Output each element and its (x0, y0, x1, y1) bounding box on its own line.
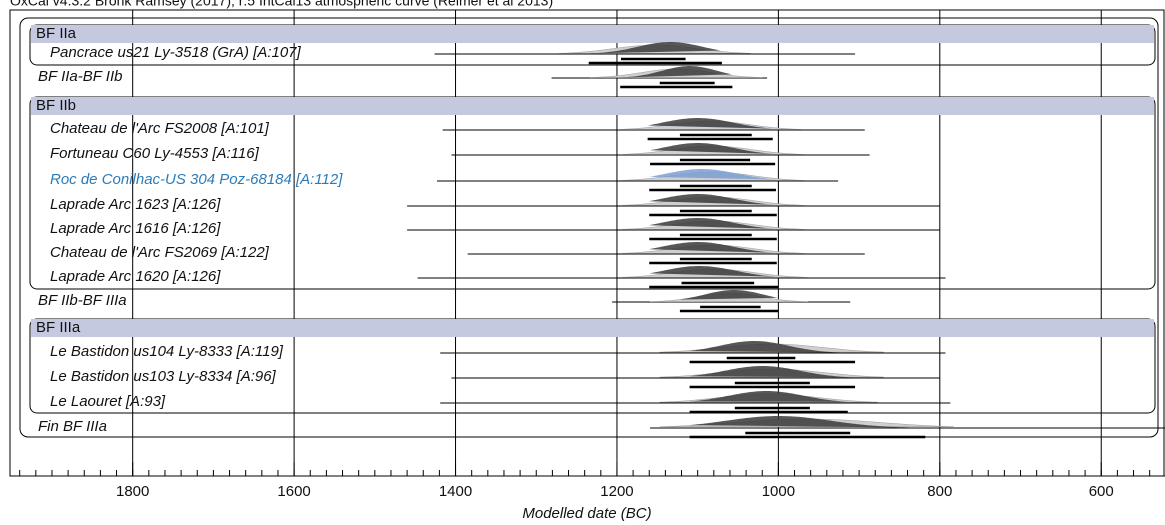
row-label: Le Bastidon us104 Ly-8333 [A:119] (50, 343, 284, 360)
outer-bracket (19, 17, 1159, 438)
x-axis-label: Modelled date (BC) (522, 505, 651, 522)
chart-title: OxCal v4.3.2 Bronk Ramsey (2017); r:5 In… (10, 0, 553, 9)
row-label: Le Bastidon us103 Ly-8334 [A:96] (50, 368, 277, 385)
row-label: Chateau de l'Arc FS2069 [A:122] (50, 244, 270, 261)
x-tick-label: 600 (1089, 483, 1114, 500)
row-label: Fortuneau C60 Ly-4553 [A:116] (50, 145, 260, 162)
group-header: BF IIIa (36, 319, 81, 336)
group-header: BF IIb (36, 97, 76, 114)
row-label: Laprade Arc 1616 [A:126] (50, 220, 221, 237)
posterior (620, 66, 733, 78)
x-tick-label: 800 (927, 483, 952, 500)
posterior (679, 290, 778, 300)
row-label: Laprade Arc 1620 [A:126] (50, 268, 221, 285)
group-header-bar (31, 25, 1154, 43)
group-header-bar (31, 319, 1154, 337)
group-header-bar (31, 97, 1154, 115)
posterior (689, 341, 854, 353)
row-label: BF IIa-BF IIb (38, 68, 122, 85)
posterior (588, 42, 721, 54)
posterior (649, 169, 776, 180)
row-label: Fin BF IIIa (38, 418, 107, 435)
posterior (689, 416, 924, 428)
x-tick-label: 1200 (600, 483, 633, 500)
posterior (649, 266, 778, 277)
x-tick-label: 1000 (762, 483, 795, 500)
row-label: Chateau de l'Arc FS2008 [A:101] (50, 120, 270, 137)
row-label: Laprade Arc 1623 [A:126] (50, 196, 221, 213)
row-label: Roc de Conilhac-US 304 Poz-68184 [A:112] (50, 171, 343, 188)
row-label: BF IIb-BF IIIa (38, 292, 127, 309)
posterior (689, 391, 848, 402)
posterior (649, 218, 776, 229)
x-tick-label: 1400 (439, 483, 472, 500)
posterior (689, 366, 854, 378)
x-tick-label: 1600 (277, 483, 310, 500)
row-label: Le Laouret [A:93] (50, 393, 166, 410)
row-label: Pancrace us21 Ly-3518 (GrA) [A:107] (50, 44, 302, 61)
group-header: BF IIa (36, 25, 77, 42)
posterior (647, 118, 772, 129)
posterior (649, 194, 776, 205)
x-tick-label: 1800 (116, 483, 149, 500)
posterior (649, 242, 776, 253)
posterior (650, 143, 775, 154)
